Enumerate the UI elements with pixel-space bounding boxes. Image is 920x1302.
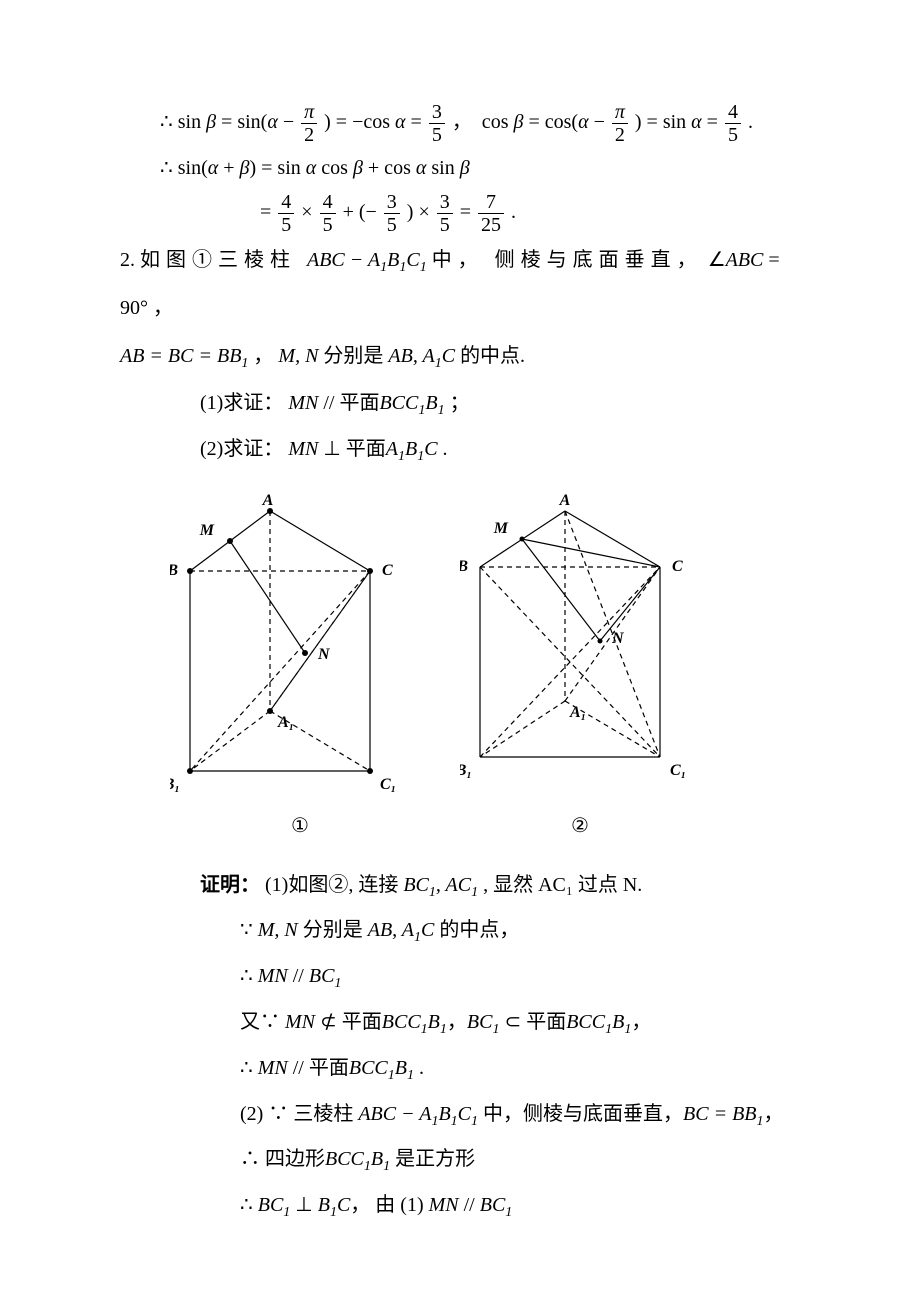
- numerator: 4: [725, 101, 741, 123]
- proof-line: ∴ MN // BC1: [160, 954, 800, 1000]
- text: ∴ sin(α + β) = sin α cos β + cos α sin β: [160, 157, 470, 179]
- figure-2-label: ②: [440, 813, 720, 838]
- fraction: 3 5: [437, 191, 453, 236]
- text: 如图①三棱柱: [140, 249, 307, 271]
- text: =: [460, 201, 476, 223]
- text: .: [748, 111, 753, 133]
- text: ) = −cos α =: [324, 111, 427, 133]
- text: ， cos β = cos(α −: [452, 111, 610, 133]
- text: (2) ∵ 三棱柱 ABC − A1B1C1 中，侧棱与底面垂直，BC = BB…: [240, 1103, 784, 1125]
- page: ∴ sin β = sin(α − π 2 ) = −cos α = 3 5 ，…: [0, 0, 920, 1302]
- label: (1)求证：: [200, 392, 283, 414]
- text: 中， 侧棱与底面垂直，: [432, 249, 703, 271]
- text: ABC − A1B1C1: [307, 249, 427, 271]
- text: MN: [288, 438, 318, 460]
- denominator: 2: [612, 123, 628, 146]
- denominator: 5: [429, 123, 445, 146]
- text: MN: [288, 392, 318, 414]
- figures-labels: ① ②: [160, 813, 800, 838]
- proof-line: ∴ MN // 平面BCC1B1 .: [160, 1046, 800, 1092]
- svg-text:N: N: [317, 646, 331, 663]
- svg-text:N: N: [611, 630, 625, 647]
- text: // 平面BCC1B1: [323, 392, 444, 414]
- proof-line: 又∵ MN ⊄ 平面BCC1B1，BC1 ⊂ 平面BCC1B1，: [160, 1000, 800, 1046]
- text: AB = BC = BB1: [120, 345, 248, 367]
- text: ；: [450, 392, 470, 414]
- problem-2-intro-line-1: 2. 如图①三棱柱 ABC − A1B1C1 中， 侧棱与底面垂直， ∠ABC …: [120, 236, 800, 333]
- figure-2: A M B C N A₁ B₁ C₁: [460, 493, 690, 783]
- svg-text:B: B: [170, 562, 178, 579]
- equation-1: ∴ sin β = sin(α − π 2 ) = −cos α = 3 5 ，…: [160, 100, 800, 146]
- problem-2-intro-line-2: AB = BC = BB1 ， M, N 分别是 AB, A1C 的中点.: [120, 332, 800, 381]
- denominator: 2: [301, 123, 317, 146]
- svg-text:M: M: [493, 520, 509, 537]
- text: .: [443, 438, 448, 460]
- svg-text:B₁: B₁: [460, 762, 472, 779]
- fraction: π 2: [301, 101, 317, 146]
- fraction: 3 5: [429, 101, 445, 146]
- text: 证明：: [200, 874, 260, 896]
- denominator: 5: [725, 123, 741, 146]
- text: + (−: [343, 201, 377, 223]
- fraction: 7 25: [478, 191, 504, 236]
- text: ∴ BC1 ⊥ B1C， 由 (1) MN // BC1: [240, 1194, 512, 1216]
- label: (2)求证：: [200, 438, 283, 460]
- figures-row: A M B C N A₁ B₁ C₁ A M B C N A₁ B₁ C₁: [170, 493, 800, 803]
- equation-3: = 4 5 × 4 5 + (− 3 5 ) × 3 5 = 7 25 .: [160, 190, 800, 236]
- text: ∴ sin β = sin(α −: [160, 111, 299, 133]
- text: ) = sin α =: [635, 111, 723, 133]
- proof-line: ∴ BC1 ⊥ B1C， 由 (1) MN // BC1: [160, 1183, 800, 1229]
- text: =: [260, 201, 276, 223]
- text: (1)如图②, 连接: [265, 874, 403, 896]
- numerator: π: [612, 101, 628, 123]
- text: ) ×: [407, 201, 435, 223]
- num: 2.: [120, 249, 135, 271]
- question-1: (1)求证： MN // 平面BCC1B1 ；: [160, 381, 800, 427]
- text: ∴ MN // 平面BCC1B1 .: [240, 1057, 424, 1079]
- fraction: 4 5: [278, 191, 294, 236]
- svg-text:C: C: [672, 558, 683, 575]
- fraction: π 2: [612, 101, 628, 146]
- figure-1-label: ①: [160, 813, 440, 838]
- svg-text:B₁: B₁: [170, 776, 180, 793]
- text: , 显然 AC₁ 过点 N.: [483, 874, 642, 896]
- fraction: 4 5: [320, 191, 336, 236]
- svg-text:M: M: [199, 522, 215, 539]
- text: ，: [153, 297, 173, 319]
- proof-line: ∴ 四边形BCC1B1 是正方形: [160, 1137, 800, 1183]
- svg-text:A: A: [262, 493, 274, 509]
- numerator: 3: [429, 101, 445, 123]
- question-2: (2)求证： MN ⊥ 平面A1B1C .: [160, 427, 800, 473]
- text: BC1, AC1: [403, 874, 478, 896]
- text: 又∵ MN ⊄ 平面BCC1B1，BC1 ⊂ 平面BCC1B1，: [240, 1011, 651, 1033]
- text: ∵ M, N 分别是 AB, A1C 的中点，: [240, 919, 519, 941]
- proof-line: ∵ M, N 分别是 AB, A1C 的中点，: [160, 908, 800, 954]
- text: ⊥ 平面A1B1C: [323, 438, 437, 460]
- text: .: [511, 201, 516, 223]
- equation-2: ∴ sin(α + β) = sin α cos β + cos α sin β: [160, 146, 800, 190]
- text: ×: [301, 201, 312, 223]
- text: ∴ MN // BC1: [240, 965, 341, 987]
- svg-text:A₁: A₁: [569, 704, 586, 721]
- numerator: π: [301, 101, 317, 123]
- fraction: 3 5: [384, 191, 400, 236]
- fraction: 4 5: [725, 101, 741, 146]
- svg-text:C₁: C₁: [380, 776, 396, 793]
- proof-heading: 证明： (1)如图②, 连接 BC1, AC1 , 显然 AC₁ 过点 N.: [160, 863, 800, 909]
- svg-text:A₁: A₁: [277, 714, 294, 731]
- svg-text:B: B: [460, 558, 468, 575]
- figure-1: A M B C N A₁ B₁ C₁: [170, 493, 400, 803]
- text: ∴ 四边形BCC1B1 是正方形: [240, 1148, 475, 1170]
- svg-text:A: A: [559, 493, 571, 509]
- svg-text:C₁: C₁: [670, 762, 686, 779]
- text: ， M, N 分别是 AB, A1C 的中点.: [253, 345, 525, 367]
- svg-text:C: C: [382, 562, 393, 579]
- proof-line: (2) ∵ 三棱柱 ABC − A1B1C1 中，侧棱与底面垂直，BC = BB…: [160, 1092, 800, 1138]
